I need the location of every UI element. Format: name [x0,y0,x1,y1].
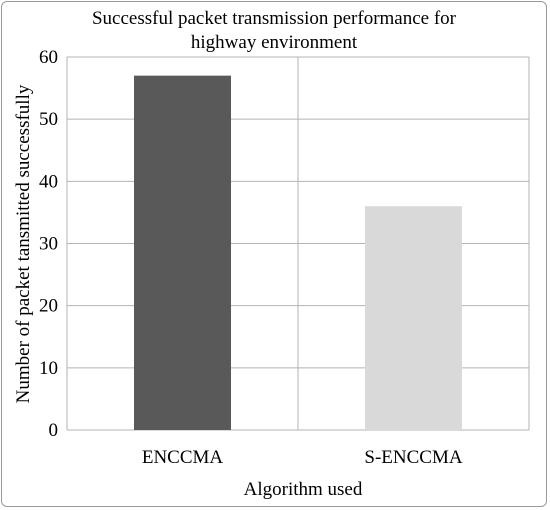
y-tick-label: 20 [39,296,58,317]
bar-enccma [133,75,232,431]
y-tick-label: 30 [39,234,58,255]
x-tick-labels: ENCCMA S-ENCCMA [142,447,463,468]
y-tick-label: 10 [39,358,58,379]
y-tick-label: 50 [39,109,58,130]
y-tick-label: 40 [39,171,58,192]
y-axis-label: Number of packet tansmitted successfully [13,84,34,403]
x-tick-label: ENCCMA [142,447,224,468]
y-tick-label: 0 [49,420,59,441]
chart-title-line-1: Successful packet transmission performan… [92,8,457,29]
y-tick-label: 60 [39,47,58,68]
x-axis-label: Algorithm used [244,479,363,500]
y-tick-labels: 0 10 20 30 40 50 60 [39,47,58,441]
chart-title-line-2: highway environment [191,32,358,53]
x-tick-label: S-ENCCMA [364,447,462,468]
bar-s-enccma [364,206,463,430]
bars [133,75,463,431]
